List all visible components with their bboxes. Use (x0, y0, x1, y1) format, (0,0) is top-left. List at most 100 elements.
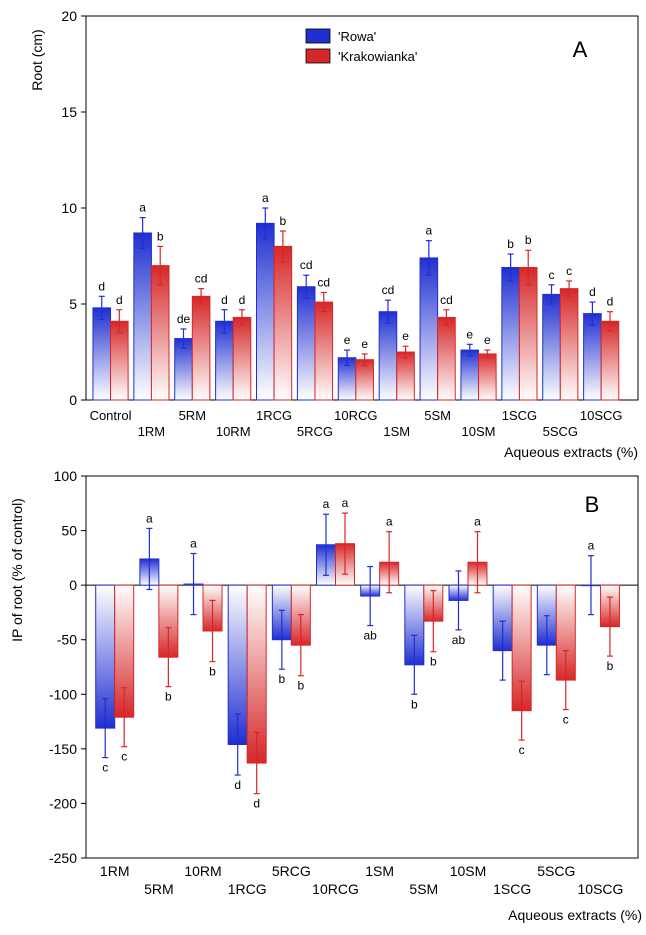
y-tick-label: -150 (49, 741, 77, 757)
bar-rowa-1sm (378, 311, 398, 401)
significance-label: d (239, 293, 246, 307)
category-label: 1RCG (256, 408, 292, 423)
category-label: 1SCG (493, 881, 531, 897)
legend-label: 'Krakowianka' (338, 49, 417, 64)
significance-label: b (430, 655, 437, 669)
significance-label: a (342, 496, 349, 510)
significance-label: a (426, 224, 433, 238)
bar-rowa-control (92, 307, 112, 401)
bar-rowa-5sm (419, 257, 439, 401)
significance-label: c (563, 713, 569, 727)
significance-label: c (102, 761, 108, 775)
significance-label: d (234, 778, 241, 792)
category-label: 5SM (424, 408, 451, 423)
significance-label: cd (300, 258, 313, 272)
significance-label: d (589, 285, 596, 299)
category-label: 5RCG (272, 863, 311, 879)
category-label: 10RCG (312, 881, 359, 897)
x-axis-label: Aqueous extracts (%) (508, 907, 642, 923)
bar-krakowianka-1sm (396, 351, 415, 401)
panel-label: A (573, 37, 588, 62)
y-tick-label: -100 (49, 686, 77, 702)
significance-label: a (588, 539, 595, 553)
significance-label: a (386, 515, 393, 529)
significance-label: b (165, 690, 172, 704)
significance-label: cd (317, 275, 330, 289)
significance-label: c (566, 264, 572, 278)
significance-label: c (121, 750, 127, 764)
significance-label: a (262, 191, 269, 205)
significance-label: b (507, 237, 514, 251)
significance-label: ab (452, 633, 466, 647)
significance-label: ab (363, 629, 377, 643)
category-label: 1RM (100, 863, 130, 879)
bar-rowa-5rcg (296, 286, 316, 401)
significance-label: b (209, 665, 216, 679)
significance-label: d (98, 279, 105, 293)
category-label: Control (90, 408, 132, 423)
category-label: 5SCG (537, 863, 575, 879)
category-label: 1RCG (228, 881, 267, 897)
significance-label: b (411, 697, 418, 711)
significance-label: b (607, 659, 614, 673)
y-tick-label: 100 (54, 468, 78, 484)
bar-krakowianka-5rcg (314, 301, 334, 401)
bar-krakowianka-5rm (191, 295, 211, 401)
bar-krakowianka-10sm (478, 353, 497, 401)
y-tick-label: 0 (69, 392, 77, 408)
significance-label: b (525, 233, 532, 247)
significance-label: de (177, 312, 191, 326)
significance-label: d (221, 293, 228, 307)
category-label: 10SM (462, 424, 496, 439)
category-label: 5RM (179, 408, 206, 423)
category-label: 10SM (450, 863, 487, 879)
bar-krakowianka-5sm (437, 316, 456, 401)
category-label: 5RM (144, 881, 174, 897)
significance-label: a (139, 201, 146, 215)
bar-rowa-1rcg (256, 222, 275, 401)
bar-krakowianka-5scg (559, 288, 579, 401)
y-axis-label: IP of root (% of control) (9, 498, 25, 642)
category-label: 1SM (383, 424, 410, 439)
significance-label: b (280, 214, 287, 228)
significance-label: b (157, 229, 164, 243)
x-axis-label: Aqueous extracts (%) (504, 444, 638, 460)
y-tick-label: 50 (61, 523, 77, 539)
y-tick-label: 15 (61, 104, 77, 120)
category-label: 5SCG (543, 424, 578, 439)
y-tick-label: 20 (61, 8, 77, 24)
category-label: 10RCG (334, 408, 377, 423)
bar-krakowianka-10rm (232, 316, 252, 401)
significance-label: d (116, 293, 123, 307)
y-tick-label: 0 (69, 577, 77, 593)
legend-swatch-krakowianka (305, 48, 331, 64)
significance-label: e (402, 329, 409, 343)
panel-label: B (585, 492, 600, 517)
legend-swatch-rowa (305, 28, 331, 44)
bar-krakowianka-10scg (600, 320, 620, 401)
y-tick-label: -250 (49, 850, 77, 866)
significance-label: cd (382, 283, 395, 297)
y-axis-label: Root (cm) (29, 29, 45, 90)
y-tick-label: -50 (57, 632, 77, 648)
significance-label: e (361, 337, 368, 351)
bar-rowa-1scg (501, 267, 520, 401)
significance-label: cd (440, 293, 453, 307)
significance-label: e (484, 333, 491, 347)
category-label: 10SCG (578, 881, 624, 897)
plot-frame-B (85, 475, 639, 859)
category-label: 5SM (409, 881, 438, 897)
y-tick-label: 10 (61, 200, 77, 216)
bar-rowa-10sm (460, 349, 480, 401)
bar-rowa-5scg (542, 293, 561, 401)
y-tick-label: -200 (49, 795, 77, 811)
significance-label: cd (195, 272, 208, 286)
legend-label: 'Rowa' (338, 29, 376, 44)
category-label: 5RCG (297, 424, 333, 439)
category-label: 10SCG (580, 408, 623, 423)
bar-krakowianka-1rcg (273, 245, 293, 401)
bar-rowa-10scg (583, 313, 602, 401)
bar-krakowianka-1rm (150, 265, 170, 401)
